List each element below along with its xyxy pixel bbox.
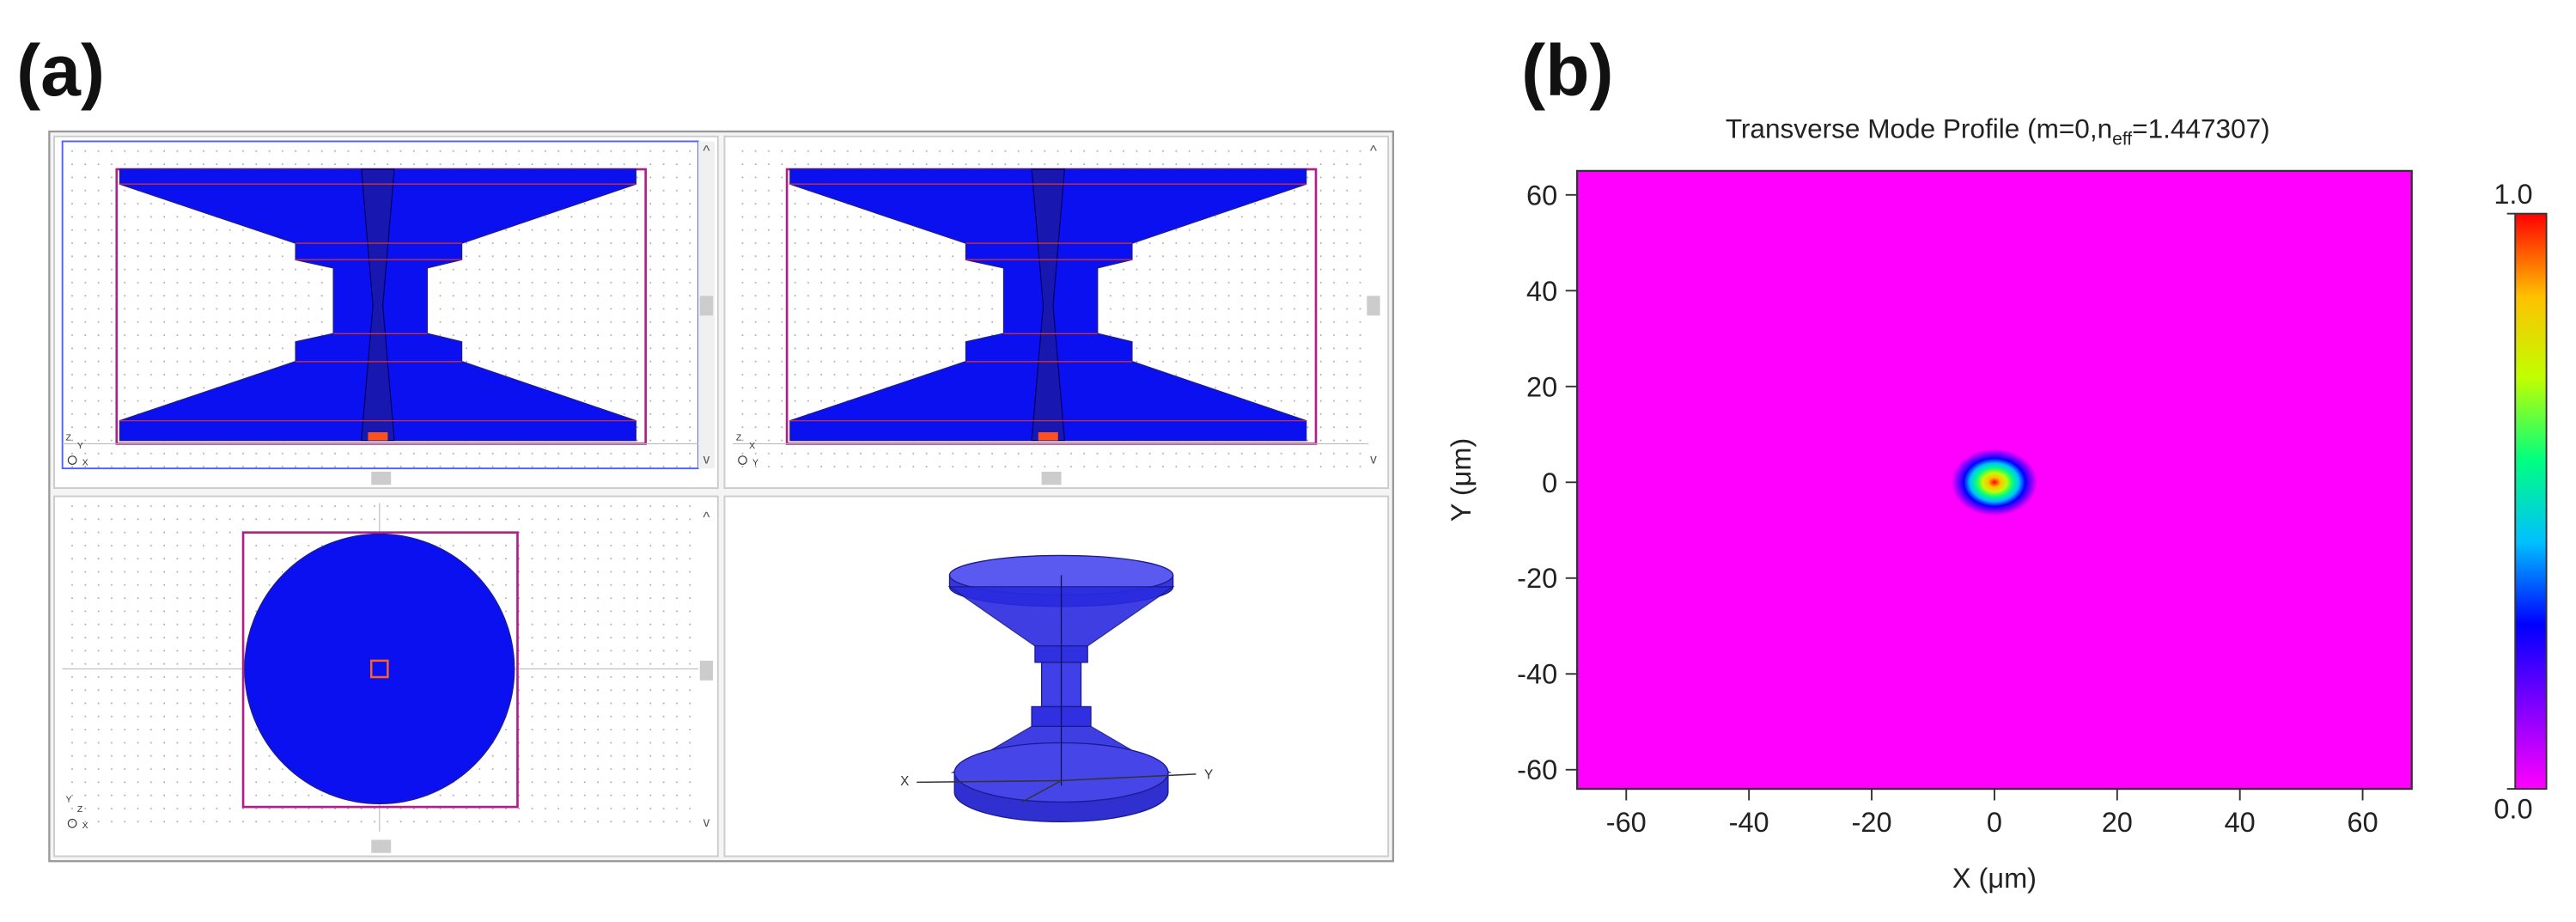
svg-text:^: ^ — [703, 143, 709, 160]
x-axis-label: X (μm) — [1952, 863, 2037, 894]
svg-text:v: v — [703, 452, 710, 467]
axis-label: X — [749, 441, 755, 451]
x-tick-label: -60 — [1606, 807, 1647, 838]
axis-label: Z — [66, 433, 72, 443]
title-part: =1.447307) — [2132, 113, 2270, 144]
axis-label: X — [900, 774, 909, 789]
plot-area: -60 -40 -20 0 20 40 60 -60 -40 -20 0 20 40 60 0.0 1.0 — [1517, 169, 2548, 838]
title-part: Transverse Mode Profile (m=0,n — [1726, 113, 2112, 144]
colorbar-tick-label: 0.0 — [2494, 793, 2532, 824]
chart-title: Transverse Mode Profile (m=0,neff=1.4473… — [1726, 113, 2270, 150]
axis-label: Y — [77, 441, 83, 451]
panel-label: (a) — [16, 30, 105, 111]
y-tick-label: -60 — [1517, 754, 1557, 785]
x-tick-label: 60 — [2348, 807, 2378, 838]
colorbar-tick-label: 1.0 — [2494, 179, 2532, 210]
y-tick-label: 20 — [1526, 371, 1557, 402]
x-tick-label: 20 — [2102, 807, 2133, 838]
cad-window: ^ v Z Y X ^ v Z X Y ^ v Y Z X — [48, 130, 1395, 863]
axis-label: Y — [752, 457, 758, 467]
title-subscript: eff — [2112, 129, 2132, 149]
x-tick-label: -40 — [1729, 807, 1769, 838]
axis-label: Z — [77, 804, 83, 815]
y-axis-label: Y (μm) — [1446, 438, 1477, 522]
x-tick-label: -20 — [1852, 807, 1892, 838]
y-tick-label: -40 — [1517, 659, 1557, 690]
axis-label: X — [82, 821, 88, 831]
x-tick-label: 0 — [1987, 807, 2002, 838]
axis-label: Z — [736, 433, 742, 443]
axis-label: X — [82, 457, 88, 467]
svg-text:v: v — [703, 815, 710, 830]
svg-text:^: ^ — [1370, 143, 1377, 160]
mode-spot — [1951, 449, 2037, 516]
x-tick-label: 40 — [2225, 807, 2256, 838]
colorbar — [2514, 212, 2548, 791]
y-tick-label: 60 — [1526, 180, 1557, 211]
y-tick-label: 0 — [1542, 467, 1557, 498]
panel-label: (b) — [1521, 30, 1613, 111]
svg-text:v: v — [1370, 452, 1377, 467]
y-tick-label: 40 — [1526, 276, 1557, 307]
y-tick-label: -20 — [1517, 563, 1557, 594]
svg-text:^: ^ — [703, 509, 709, 526]
axis-label: Y — [1204, 768, 1213, 783]
axis-label: Y — [66, 794, 72, 804]
